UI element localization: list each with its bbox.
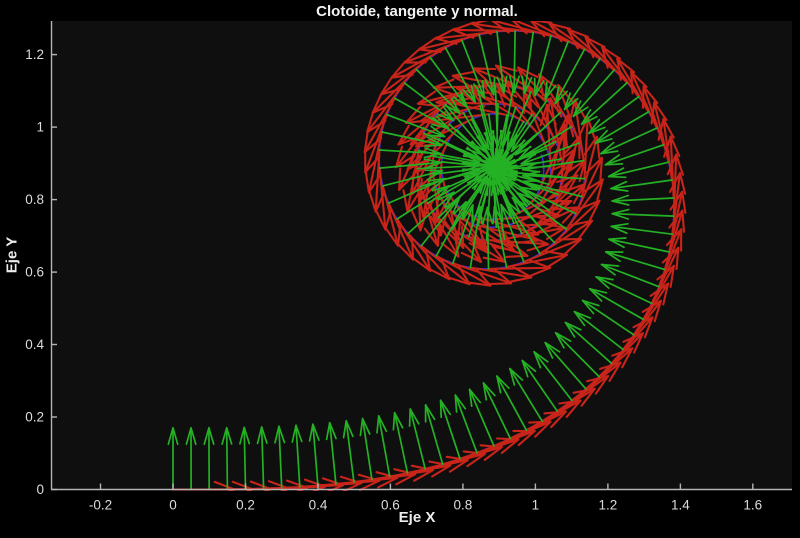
svg-text:-0.2: -0.2 — [89, 498, 112, 513]
y-axis — [50, 21, 57, 491]
svg-text:1: 1 — [36, 120, 44, 135]
svg-text:1.2: 1.2 — [25, 47, 44, 62]
svg-text:0.2: 0.2 — [236, 498, 255, 513]
plot-title: Clotoide, tangente y normal. — [316, 3, 518, 20]
y-axis-label: Eje Y — [3, 236, 21, 274]
svg-text:1: 1 — [532, 498, 540, 513]
svg-text:0: 0 — [169, 498, 177, 513]
svg-text:0.2: 0.2 — [25, 410, 44, 425]
svg-text:0.4: 0.4 — [25, 337, 44, 352]
x-tick-labels: -0.2 0 0.2 0.4 0.6 0.8 1 1.2 1.4 1.6 — [89, 498, 762, 513]
x-axis — [51, 483, 792, 491]
y-tick-labels: 0 0.2 0.4 0.6 0.8 1 1.2 — [25, 47, 44, 497]
svg-text:0.6: 0.6 — [381, 498, 400, 513]
svg-text:0.6: 0.6 — [25, 265, 44, 280]
svg-text:0.8: 0.8 — [25, 192, 44, 207]
svg-text:1.2: 1.2 — [599, 498, 618, 513]
svg-text:0: 0 — [36, 482, 44, 497]
svg-text:1.6: 1.6 — [743, 498, 762, 513]
svg-text:1.4: 1.4 — [671, 498, 690, 513]
normal-quiver — [167, 30, 675, 491]
svg-text:0.8: 0.8 — [454, 498, 473, 513]
x-axis-label: Eje X — [398, 509, 436, 526]
svg-text:0.4: 0.4 — [309, 498, 328, 513]
